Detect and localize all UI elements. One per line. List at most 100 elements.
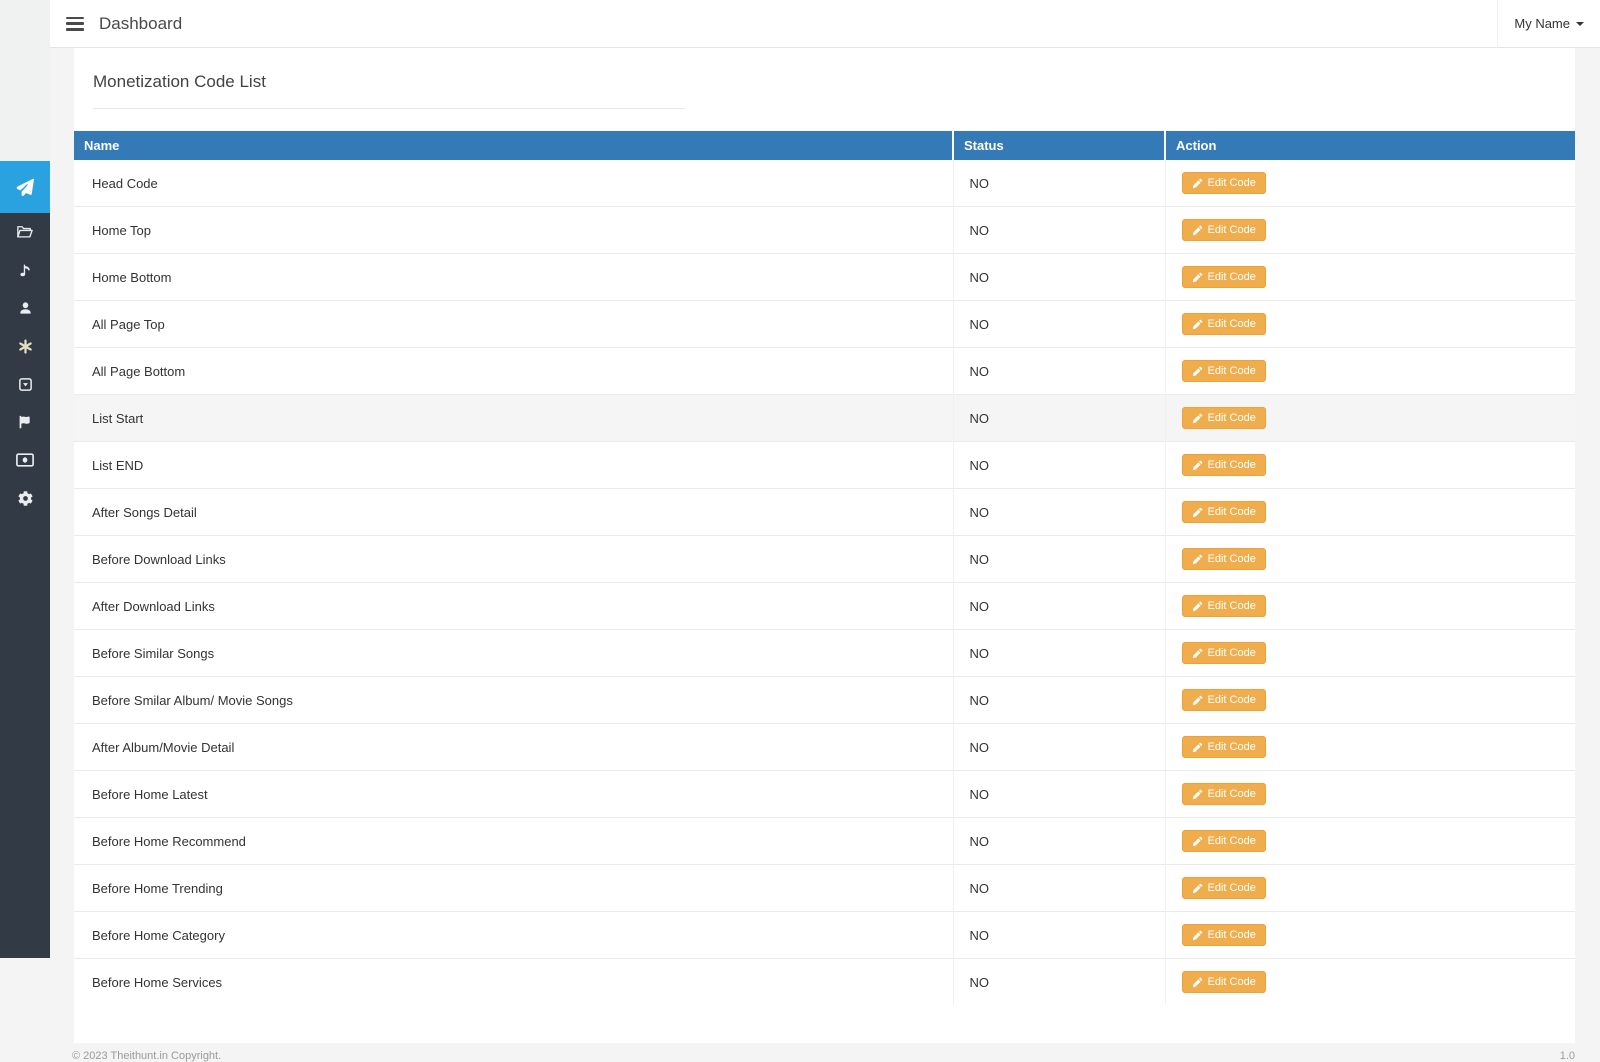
sidebar-item-dashboard[interactable] [0,161,50,213]
code-action-cell: Edit Code [1164,394,1575,442]
code-name-cell: Head Code [74,160,953,207]
pencil-icon [1192,507,1203,518]
footer-version: 1.0 [1559,1050,1575,1062]
table-row: After Download Links NO Edit Code [74,582,1575,630]
code-status-cell: NO [952,864,1165,912]
code-status-cell: NO [952,723,1165,771]
code-action-cell: Edit Code [1164,958,1575,1005]
pencil-icon [1192,930,1203,941]
edit-code-button[interactable]: Edit Code [1181,830,1266,852]
code-name-cell: Before Download Links [74,535,953,583]
sidebar-item-categories[interactable] [0,213,50,251]
content-card: Monetization Code List Name Status Actio… [74,48,1575,1043]
code-name-cell: Before Smilar Album/ Movie Songs [74,676,953,724]
sidebar-item-monetization[interactable] [0,441,50,479]
table-row: Before Download Links NO Edit Code [74,535,1575,583]
code-name-cell: Home Top [74,206,953,254]
edit-code-button[interactable]: Edit Code [1181,501,1266,523]
sidebar-item-plugins[interactable] [0,327,50,365]
pencil-icon [1192,648,1203,659]
hamburger-menu-icon[interactable] [66,16,84,31]
code-status-cell: NO [952,676,1165,724]
edit-code-button[interactable]: Edit Code [1181,266,1266,288]
monetization-code-table: Name Status Action Head Code NO Edit Cod… [74,131,1575,1005]
code-action-cell: Edit Code [1164,723,1575,771]
code-action-cell: Edit Code [1164,160,1575,207]
sidebar-item-users[interactable] [0,289,50,327]
code-action-cell: Edit Code [1164,347,1575,395]
footer-copyright: © 2023 Theithunt.in Copyright. [72,1050,222,1062]
sidebar-item-reports[interactable] [0,403,50,441]
code-name-cell: All Page Bottom [74,347,953,395]
gear-icon [18,490,33,506]
caret-square-down-icon [18,377,33,392]
table-row: Home Top NO Edit Code [74,206,1575,254]
code-action-cell: Edit Code [1164,629,1575,677]
code-name-cell: Before Home Category [74,911,953,959]
table-row: Before Similar Songs NO Edit Code [74,629,1575,677]
table-row: Head Code NO Edit Code [74,160,1575,207]
sidebar-top-spacer [0,0,50,161]
code-action-cell: Edit Code [1164,535,1575,583]
edit-code-button[interactable]: Edit Code [1181,971,1266,993]
edit-code-button[interactable]: Edit Code [1181,313,1266,335]
code-status-cell: NO [952,300,1165,348]
user-menu[interactable]: My Name [1497,0,1600,48]
sidebar-item-settings[interactable] [0,479,50,517]
code-name-cell: List END [74,441,953,489]
sidebar-item-songs[interactable] [0,251,50,289]
code-action-cell: Edit Code [1164,253,1575,301]
table-row: Home Bottom NO Edit Code [74,253,1575,301]
code-status-cell: NO [952,253,1165,301]
code-action-cell: Edit Code [1164,911,1575,959]
pencil-icon [1192,178,1203,189]
code-status-cell: NO [952,488,1165,536]
pencil-icon [1192,883,1203,894]
code-action-cell: Edit Code [1164,676,1575,724]
code-action-cell: Edit Code [1164,582,1575,630]
table-row: After Songs Detail NO Edit Code [74,488,1575,536]
code-action-cell: Edit Code [1164,300,1575,348]
edit-code-button[interactable]: Edit Code [1181,877,1266,899]
table-row: List END NO Edit Code [74,441,1575,489]
code-action-cell: Edit Code [1164,206,1575,254]
edit-code-button[interactable]: Edit Code [1181,595,1266,617]
pencil-icon [1192,789,1203,800]
pencil-icon [1192,695,1203,706]
edit-code-button[interactable]: Edit Code [1181,924,1266,946]
page-footer: © 2023 Theithunt.in Copyright. 1.0 [50,1043,1600,1062]
table-row: Before Home Latest NO Edit Code [74,770,1575,818]
edit-code-button[interactable]: Edit Code [1181,736,1266,758]
title-divider [93,108,685,109]
edit-code-button[interactable]: Edit Code [1181,642,1266,664]
pencil-icon [1192,601,1203,612]
column-header-action: Action [1164,131,1575,160]
edit-code-button[interactable]: Edit Code [1181,172,1266,194]
code-status-cell: NO [952,582,1165,630]
code-name-cell: Before Similar Songs [74,629,953,677]
code-name-cell: Before Home Latest [74,770,953,818]
edit-code-button[interactable]: Edit Code [1181,360,1266,382]
code-action-cell: Edit Code [1164,817,1575,865]
table-row: After Album/Movie Detail NO Edit Code [74,723,1575,771]
music-note-icon [17,262,33,279]
table-row: All Page Bottom NO Edit Code [74,347,1575,395]
sidebar-item-downloads[interactable] [0,365,50,403]
main-content: Monetization Code List Name Status Actio… [50,48,1600,1062]
code-status-cell: NO [952,160,1165,207]
code-status-cell: NO [952,535,1165,583]
edit-code-button[interactable]: Edit Code [1181,454,1266,476]
edit-code-button[interactable]: Edit Code [1181,689,1266,711]
edit-code-button[interactable]: Edit Code [1181,548,1266,570]
pencil-icon [1192,319,1203,330]
page-title: Dashboard [99,13,183,33]
paper-plane-icon [16,178,34,196]
code-name-cell: Before Home Trending [74,864,953,912]
code-status-cell: NO [952,911,1165,959]
sidebar [0,0,50,958]
edit-code-button[interactable]: Edit Code [1181,407,1266,429]
code-action-cell: Edit Code [1164,488,1575,536]
edit-code-button[interactable]: Edit Code [1181,783,1266,805]
column-header-name: Name [74,131,953,160]
edit-code-button[interactable]: Edit Code [1181,219,1266,241]
